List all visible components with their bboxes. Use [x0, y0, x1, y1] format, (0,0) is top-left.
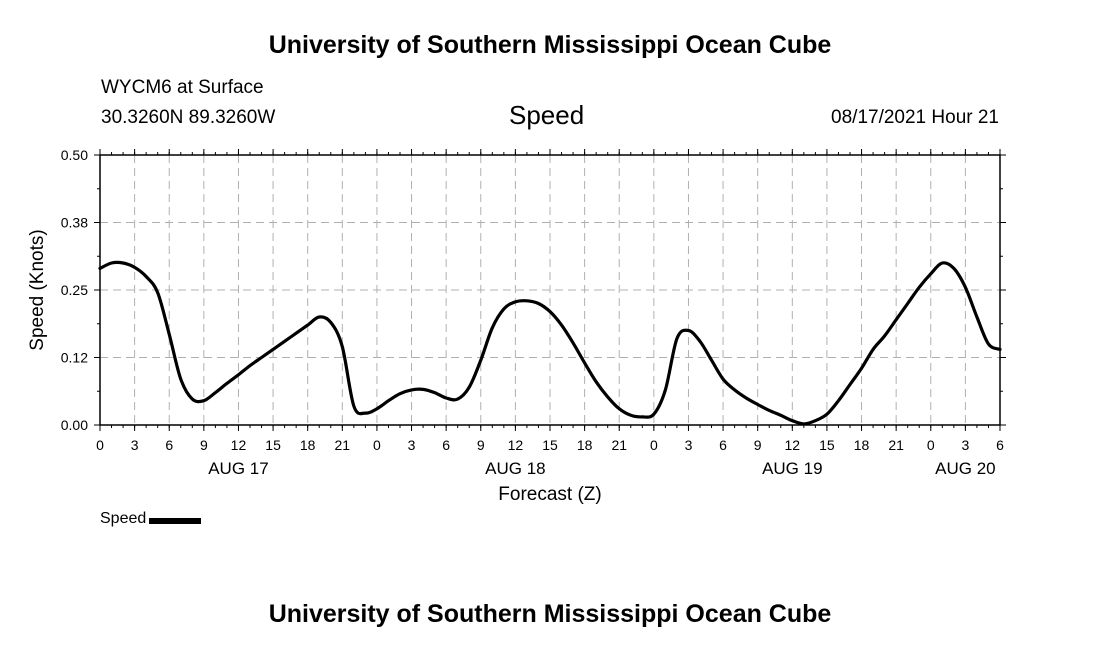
y-tick-labels: 0.00 0.12 0.25 0.38 0.50 — [61, 147, 88, 433]
forecast-datetime: 08/17/2021 Hour 21 — [831, 107, 999, 128]
y-tick-label: 0.50 — [61, 147, 88, 163]
series-group — [98, 260, 1002, 426]
day-label: AUG 18 — [485, 459, 545, 478]
y-tick-label: 0.25 — [61, 282, 88, 298]
y-tick-label: 0.12 — [61, 350, 88, 366]
x-tick-label: 6 — [442, 437, 450, 453]
x-tick-label: 18 — [577, 437, 593, 453]
x-tick-label: 9 — [477, 437, 485, 453]
x-tick-label: 15 — [265, 437, 281, 453]
x-tick-label: 6 — [719, 437, 727, 453]
x-axis-label: Forecast (Z) — [498, 484, 601, 505]
x-tick-label: 0 — [96, 437, 104, 453]
footer-title: University of Southern Mississippi Ocean… — [268, 600, 832, 628]
y-tick-label: 0.00 — [61, 417, 88, 433]
x-tick-label: 15 — [542, 437, 558, 453]
x-tick-labels: 0 3 6 9 12 15 18 21 0 3 6 9 12 15 18 21 0 3 6 9 12 15 18 21 0 3 6 — [96, 437, 1004, 453]
coordinates-label: 30.3260N 89.3260W — [101, 107, 276, 128]
x-tick-label: 9 — [200, 437, 208, 453]
series-line-speed — [98, 260, 1002, 426]
x-tick-label: 0 — [373, 437, 381, 453]
legend-line-swatch — [149, 517, 202, 524]
axis-ticks — [94, 149, 1006, 431]
x-tick-label: 6 — [165, 437, 173, 453]
x-tick-label: 3 — [961, 437, 969, 453]
x-tick-label: 9 — [754, 437, 762, 453]
x-tick-label: 21 — [611, 437, 627, 453]
x-tick-label: 18 — [854, 437, 870, 453]
x-tick-label: 12 — [508, 437, 524, 453]
chart-grid — [100, 155, 1000, 425]
chart-legend: Speed — [100, 510, 202, 528]
day-label: AUG 19 — [762, 459, 822, 478]
day-label: AUG 20 — [935, 459, 995, 478]
y-tick-label: 0.38 — [61, 215, 88, 231]
x-tick-label: 18 — [300, 437, 316, 453]
x-tick-label: 12 — [231, 437, 247, 453]
x-tick-label: 3 — [685, 437, 693, 453]
y-axis-label: Speed (Knots) — [27, 229, 48, 350]
x-tick-label: 12 — [785, 437, 801, 453]
x-tick-label: 6 — [996, 437, 1004, 453]
station-label: WYCM6 at Surface — [101, 77, 264, 98]
x-tick-label: 15 — [819, 437, 835, 453]
x-tick-label: 3 — [408, 437, 416, 453]
x-tick-label: 21 — [335, 437, 351, 453]
variable-title: Speed — [509, 100, 585, 130]
x-tick-label: 3 — [131, 437, 139, 453]
x-tick-label: 0 — [927, 437, 935, 453]
day-labels: AUG 17 AUG 18 AUG 19 AUG 20 — [208, 459, 995, 478]
day-label: AUG 17 — [208, 459, 268, 478]
page-title: University of Southern Mississippi Ocean… — [268, 31, 832, 59]
x-tick-label: 0 — [650, 437, 658, 453]
legend-label: Speed — [100, 510, 147, 527]
x-tick-label: 21 — [888, 437, 904, 453]
